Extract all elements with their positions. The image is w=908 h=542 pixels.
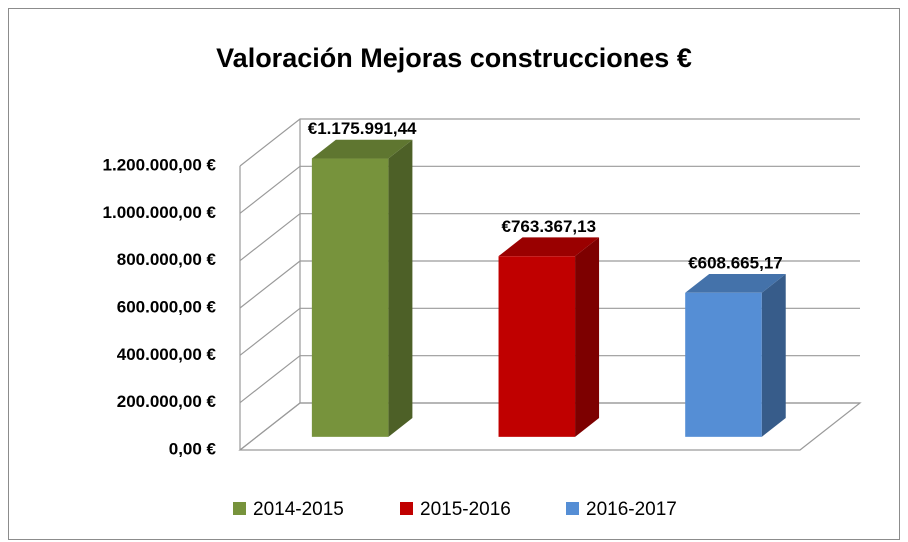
bar-top [685, 273, 786, 293]
bar-side [575, 237, 600, 437]
grid-line [239, 118, 860, 167]
bar [311, 158, 389, 437]
legend-label: 2016-2017 [586, 499, 677, 520]
legend-swatch [566, 502, 579, 515]
y-tick-label: 1.000.000,00 € [103, 203, 217, 222]
grid-line [239, 355, 860, 404]
bar-side [388, 139, 413, 437]
y-tick-label: 800.000,00 € [117, 250, 217, 269]
y-tick-label: 1.200.000,00 € [103, 155, 217, 174]
bar-top [498, 237, 600, 257]
legend-swatch [233, 502, 246, 515]
grid-line [239, 307, 860, 356]
legend-swatch [400, 502, 413, 515]
legend-label: 2015-2016 [420, 499, 511, 520]
legend-label: 2014-2015 [253, 499, 344, 520]
value-label: €608.665,17 [688, 253, 783, 272]
grid-line [239, 213, 860, 262]
y-tick-label: 0,00 € [169, 439, 217, 458]
bar [685, 292, 762, 437]
chart-title: Valoración Mejoras construcciones € [216, 43, 692, 73]
bar-side [761, 273, 786, 437]
value-label: €1.175.991,44 [308, 119, 417, 138]
y-tick-label: 200.000,00 € [117, 392, 217, 411]
grid-line [239, 260, 860, 309]
value-label: €763.367,13 [502, 217, 597, 236]
grid-line [239, 165, 860, 214]
bar [498, 256, 576, 437]
grid-line [239, 402, 860, 451]
y-tick-label: 600.000,00 € [117, 297, 217, 316]
y-tick-label: 400.000,00 € [117, 345, 217, 364]
bar-top [311, 139, 413, 159]
